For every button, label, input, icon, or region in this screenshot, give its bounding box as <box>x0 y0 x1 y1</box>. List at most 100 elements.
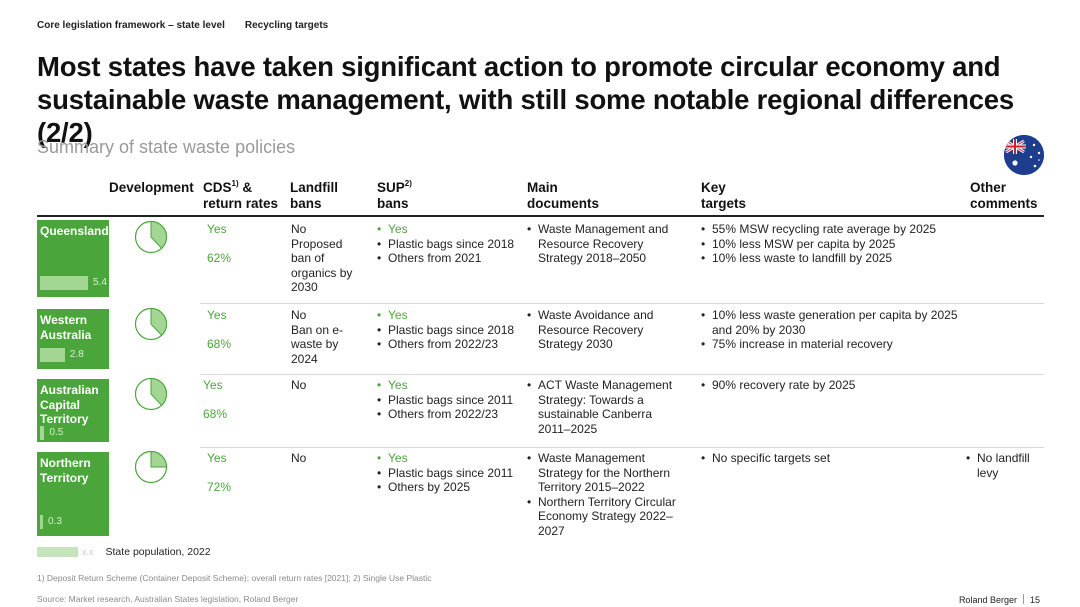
header-divider <box>37 215 1044 217</box>
list-item: 75% increase in material recovery <box>701 337 963 352</box>
row-divider <box>200 374 1044 375</box>
landfill-bans: No Proposed ban of organics by 2030 <box>291 222 353 295</box>
legend-swatch <box>37 547 78 557</box>
list-item: Plastic bags since 2018 <box>377 237 522 252</box>
targets-list: No specific targets set <box>701 451 963 466</box>
state-name: Queensland <box>40 224 109 238</box>
sup-bans-list: Yes Plastic bags since 2011 Others by 20… <box>377 451 522 495</box>
state-cell-northern-territory: Northern Territory 0.3 <box>37 452 109 536</box>
list-item: No specific targets set <box>701 451 963 466</box>
pie-slice <box>150 377 167 407</box>
population-value: 5.4 <box>93 276 107 288</box>
column-header-targets: Key targets <box>701 180 747 211</box>
state-cell-act: Australian Capital Territory 0.5 <box>37 379 109 442</box>
list-item: ACT Waste Management Strategy: Towards a… <box>527 378 677 436</box>
legend-placeholder: x.x <box>82 547 94 557</box>
list-item: Plastic bags since 2011 <box>377 466 522 481</box>
population-bar-fill <box>40 347 65 362</box>
list-item: Waste Avoidance and Resource Recovery St… <box>527 308 682 352</box>
row-divider <box>200 303 1044 304</box>
cds-status: Yes <box>207 222 227 236</box>
breadcrumb-item: Recycling targets <box>244 20 329 31</box>
population-bar: 0.5 <box>40 425 64 441</box>
list-item: 10% less waste to landfill by 2025 <box>701 251 963 266</box>
pie-slice <box>150 220 167 250</box>
list-item: Yes <box>377 451 522 466</box>
state-name: Western Australia <box>40 313 92 342</box>
population-value: 0.3 <box>48 515 62 527</box>
population-bar-fill <box>40 514 43 529</box>
population-bar-fill <box>40 275 88 290</box>
list-item: Northern Territory Circular Economy Stra… <box>527 495 677 539</box>
targets-list: 10% less waste generation per capita by … <box>701 308 963 352</box>
return-rate: 72% <box>207 480 232 494</box>
population-value: 0.5 <box>49 426 64 438</box>
other-comments-list: No landfill levy <box>966 451 1044 480</box>
legend-label: State population, 2022 <box>105 546 211 558</box>
list-item: 10% less MSW per capita by 2025 <box>701 237 963 252</box>
column-header-landfill: Landfill bans <box>290 180 338 211</box>
list-item: Others from 2021 <box>377 251 522 266</box>
development-pie <box>134 220 168 254</box>
cds-status: Yes <box>207 451 227 465</box>
landfill-bans: No <box>291 451 307 465</box>
list-item: Yes <box>377 308 522 323</box>
brand-name: Roland Berger <box>958 595 1017 605</box>
legend: x.x State population, 2022 <box>37 546 211 558</box>
list-item: Waste Management and Resource Recovery S… <box>527 222 682 266</box>
list-item: 55% MSW recycling rate average by 2025 <box>701 222 963 237</box>
landfill-bans: No Ban on e-waste by 2024 <box>291 308 344 366</box>
return-rate: 62% <box>207 251 232 265</box>
list-item: Waste Management Strategy for the Northe… <box>527 451 677 495</box>
population-bar: 2.8 <box>40 347 84 363</box>
cds-status: Yes <box>207 308 227 322</box>
sup-bans-list: Yes Plastic bags since 2011 Others from … <box>377 378 522 422</box>
population-bar-fill <box>40 425 45 440</box>
breadcrumb: Core legislation framework – state level… <box>37 20 328 31</box>
column-header-documents: Main documents <box>527 180 600 211</box>
state-name: Northern Territory <box>40 456 91 485</box>
source-note: Source: Market research, Australian Stat… <box>37 594 299 604</box>
list-item: 10% less waste generation per capita by … <box>701 308 963 337</box>
column-header-cds: CDS1) & return rates <box>203 179 279 212</box>
page-subtitle: Summary of state waste policies <box>37 137 296 157</box>
targets-list: 90% recovery rate by 2025 <box>701 378 963 393</box>
cds-status: Yes <box>203 378 223 392</box>
documents-list: ACT Waste Management Strategy: Towards a… <box>527 378 677 436</box>
population-bar: 0.3 <box>40 514 62 530</box>
return-rate: 68% <box>207 337 232 351</box>
australia-flag-icon <box>1004 135 1044 175</box>
row-divider <box>200 447 1044 448</box>
page-title: Most states have taken significant actio… <box>37 51 1014 148</box>
documents-list: Waste Management and Resource Recovery S… <box>527 222 682 266</box>
pie-slice <box>150 450 168 468</box>
state-name: Australian Capital Territory <box>40 383 99 426</box>
return-rate: 68% <box>203 407 228 421</box>
pie-slice <box>150 307 167 337</box>
list-item: Plastic bags since 2018 <box>377 323 522 338</box>
list-item: Yes <box>377 378 522 393</box>
documents-list: Waste Avoidance and Resource Recovery St… <box>527 308 682 352</box>
development-pie <box>134 450 168 484</box>
sup-bans-list: Yes Plastic bags since 2018 Others from … <box>377 222 522 266</box>
development-pie <box>134 307 168 341</box>
population-bar: 5.4 <box>40 275 107 291</box>
documents-list: Waste Management Strategy for the Northe… <box>527 451 677 539</box>
population-value: 2.8 <box>69 348 84 360</box>
column-header-development: Development <box>109 180 194 195</box>
page-number: 15 <box>1029 595 1040 605</box>
list-item: Others from 2022/23 <box>377 407 522 422</box>
landfill-bans: No <box>291 378 307 392</box>
footer-separator <box>1022 594 1024 604</box>
sup-bans-list: Yes Plastic bags since 2018 Others from … <box>377 308 522 352</box>
column-header-other: Other comments <box>970 180 1038 211</box>
development-pie <box>134 377 168 411</box>
list-item: 90% recovery rate by 2025 <box>701 378 963 393</box>
list-item: Others from 2022/23 <box>377 337 522 352</box>
state-cell-queensland: Queensland 5.4 <box>37 220 109 297</box>
footer-brand: Roland Berger 15 <box>959 594 1040 605</box>
list-item: Yes <box>377 222 522 237</box>
list-item: Plastic bags since 2011 <box>377 393 522 408</box>
breadcrumb-item: Core legislation framework – state level <box>37 20 225 31</box>
list-item: No landfill levy <box>966 451 1044 480</box>
